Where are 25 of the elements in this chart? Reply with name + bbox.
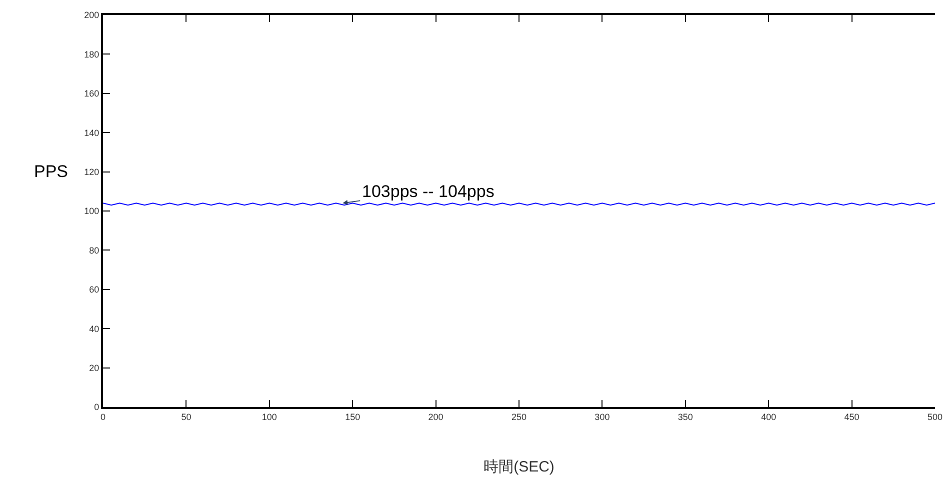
- y-tick-label: 120: [84, 166, 100, 177]
- annotation: 103pps -- 104pps: [362, 182, 494, 201]
- y-tick-label: 140: [84, 128, 100, 138]
- y-tick-label: 100: [84, 206, 100, 216]
- y-tick-label: 20: [89, 362, 100, 373]
- x-tick-label: 0: [100, 412, 106, 422]
- x-axis-title: 時間(SEC): [484, 458, 554, 476]
- x-tick-label: 400: [761, 412, 776, 422]
- x-tick-label: 450: [844, 412, 860, 422]
- y-tick-label: 180: [84, 49, 100, 60]
- y-tick-label: 0: [94, 402, 100, 412]
- x-tick-label: 150: [345, 412, 360, 422]
- x-tick-label: 300: [594, 412, 610, 422]
- x-tick-label: 50: [181, 412, 192, 422]
- x-tick-label: 250: [511, 412, 527, 422]
- x-tick-label: 500: [927, 412, 943, 422]
- y-tick-label: 200: [84, 10, 100, 20]
- y-tick-label: 40: [89, 324, 100, 334]
- y-tick-label: 80: [89, 245, 100, 256]
- x-tick-label: 350: [678, 412, 693, 422]
- y-tick-label: 160: [84, 88, 100, 99]
- x-tick-label: 200: [428, 412, 444, 422]
- y-tick-label: 60: [89, 284, 100, 295]
- x-tick-label: 100: [262, 412, 277, 422]
- y-axis-title: PPS: [34, 162, 68, 181]
